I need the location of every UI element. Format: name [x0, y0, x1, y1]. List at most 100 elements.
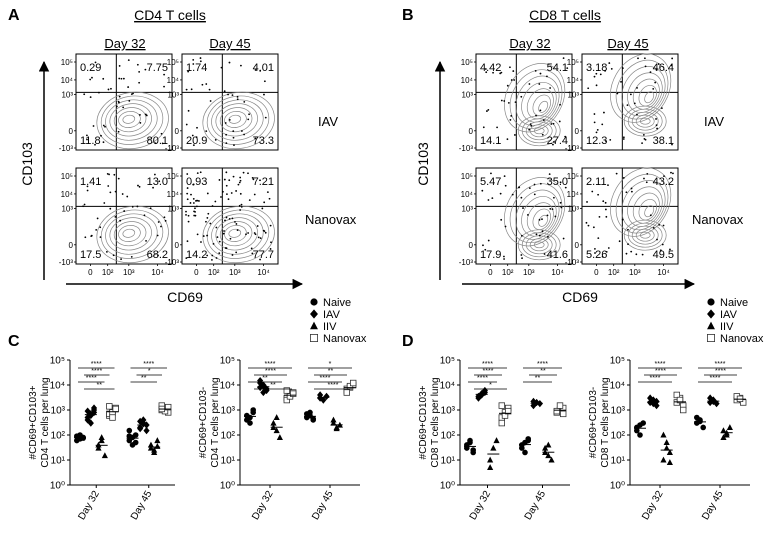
facs-event-dot — [215, 257, 218, 259]
significance-label: **** — [715, 368, 726, 375]
data-point-nanovax — [112, 405, 119, 413]
data-point-naive — [132, 439, 139, 446]
data-point-iav — [140, 420, 147, 428]
facs-event-dot — [223, 178, 226, 181]
facs-event-dot — [503, 255, 505, 258]
facs-event-dot — [238, 181, 241, 184]
facs-event-dot — [107, 185, 110, 187]
facs-event-dot — [110, 87, 112, 90]
facs-event-dot — [491, 197, 494, 200]
facs-event-dot — [109, 207, 112, 210]
facs-x-tick-label: 10² — [208, 268, 220, 277]
facs-event-dot — [120, 258, 122, 261]
facs-event-dot — [659, 249, 662, 252]
facs-event-dot — [520, 95, 523, 98]
facs-contour — [521, 82, 557, 123]
facs-event-dot — [645, 181, 648, 184]
data-point-naive — [637, 432, 643, 438]
facs-event-dot — [506, 84, 509, 87]
data-point-nanovax — [343, 389, 350, 396]
facs-event-dot — [96, 217, 99, 220]
legend-symbol-open-square — [309, 333, 318, 342]
facs-contour — [533, 241, 545, 249]
facs-event-dot — [499, 192, 502, 195]
facs-event-dot — [187, 220, 190, 223]
facs-event-dot — [512, 70, 515, 72]
facs-event-dot — [269, 224, 272, 227]
facs-event-dot — [163, 85, 165, 88]
facs-x-tick-label: 0 — [594, 268, 599, 277]
facs-event-dot — [591, 190, 594, 193]
facs-event-dot — [552, 122, 555, 125]
facs-event-dot — [535, 114, 537, 117]
facs-event-dot — [251, 176, 254, 179]
facs-event-dot — [259, 237, 262, 239]
facs-event-dot — [511, 193, 514, 196]
significance-label: * — [489, 382, 492, 389]
facs-event-dot — [547, 235, 549, 238]
facs-event-dot — [658, 223, 661, 226]
facs-event-dot — [231, 217, 234, 220]
legend-symbol-triangle — [310, 321, 318, 330]
scatter-plots: #CD69+CD103+ CD4 T cells per lung10⁰10¹10… — [28, 356, 750, 522]
facs-x-tick-label: 10³ — [523, 268, 535, 277]
facs-event-dot — [211, 258, 213, 261]
facs-event-dot — [656, 127, 659, 130]
y-tick-label: 10² — [441, 431, 456, 442]
data-point-nanovax — [556, 402, 564, 409]
facs-contour — [219, 221, 253, 247]
facs-event-dot — [535, 233, 538, 236]
y-axis-label-line: #CD69+CD103- — [588, 387, 599, 458]
facs-event-dot — [239, 192, 242, 195]
facs-contour — [509, 69, 563, 129]
facs-event-dot — [186, 240, 189, 243]
data-point-iav — [323, 392, 330, 401]
facs-x-tick-label: 10⁴ — [257, 268, 270, 277]
facs-contour — [219, 107, 253, 133]
x-tick-label: Day 45 — [700, 489, 726, 522]
facs-event-dot — [615, 172, 618, 175]
facs-event-dot — [212, 242, 215, 245]
data-point-iiv — [666, 449, 673, 455]
panel-a-row-nanovax: Nanovax — [305, 212, 357, 227]
facs-event-dot — [187, 109, 190, 112]
facs-event-dot — [223, 230, 225, 232]
facs-contour — [631, 225, 659, 245]
facs-event-dot — [520, 254, 523, 256]
data-point-nanovax — [680, 406, 687, 414]
facs-event-dot — [225, 142, 228, 145]
facs-event-dot — [84, 236, 87, 239]
data-point-iav — [317, 391, 324, 399]
facs-event-dot — [554, 215, 557, 218]
data-point-nanovax — [349, 379, 357, 387]
significance-label: **** — [91, 361, 102, 368]
facs-event-dot — [596, 128, 599, 131]
facs-event-dot — [240, 203, 243, 206]
facs-event-dot — [114, 215, 117, 218]
facs-event-dot — [597, 237, 600, 240]
facs-event-dot — [115, 105, 118, 108]
facs-contour — [632, 78, 660, 110]
quadrant-value-lower-left: 17.9 — [480, 249, 501, 261]
x-tick-label: Day 45 — [129, 489, 155, 522]
facs-contour — [521, 232, 557, 258]
scatter-plot-c2: #CD69+CD103- CD4 T cells per lung 10⁰ 10¹ 10… — [198, 356, 360, 522]
data-point-naive — [310, 415, 317, 422]
facs-contour — [632, 192, 660, 224]
facs-event-dot — [104, 125, 106, 128]
facs-event-dot — [113, 173, 116, 176]
facs-event-dot — [186, 198, 189, 201]
facs-event-dot — [595, 72, 598, 75]
facs-event-dot — [506, 138, 509, 141]
facs-event-dot — [196, 199, 199, 202]
facs-event-dot — [663, 175, 665, 178]
facs-event-dot — [538, 218, 541, 221]
quadrant-value-lower-left: 14.2 — [186, 249, 207, 261]
facs-y-tick-label: 10⁵ — [567, 58, 579, 67]
facs-event-dot — [95, 228, 98, 231]
data-point-iav — [257, 376, 264, 385]
data-point-iiv — [487, 456, 494, 463]
facs-event-dot — [208, 88, 211, 91]
y-tick-label: 10² — [611, 431, 626, 442]
